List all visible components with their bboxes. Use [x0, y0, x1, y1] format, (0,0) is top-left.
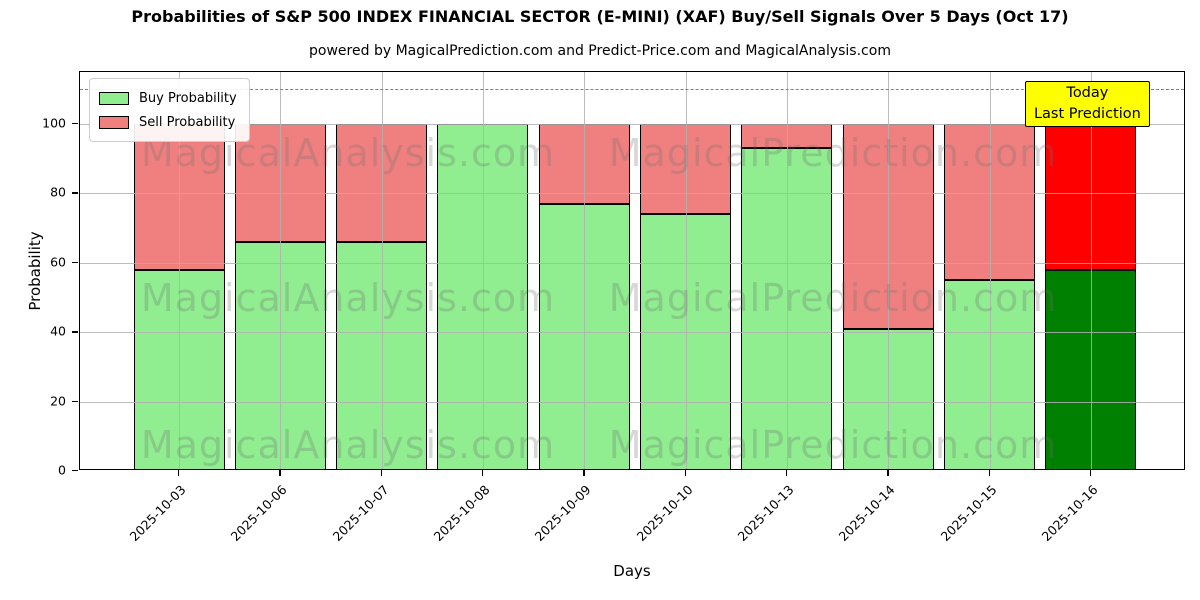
x-tick-mark: [481, 470, 484, 476]
buy-legend-label: Buy Probability: [139, 90, 237, 106]
x-axis-label: Days: [613, 562, 651, 580]
x-tick-mark: [583, 470, 585, 476]
watermark-text: MagicalPrediction.com: [608, 276, 1058, 320]
y-tick-mark: [72, 331, 78, 333]
threshold-dashed-line: [80, 89, 1184, 91]
x-tick-mark: [988, 470, 990, 476]
buy-legend-swatch: [99, 91, 129, 105]
y-tick-label: 100: [42, 115, 66, 131]
x-tick-mark: [1089, 470, 1092, 476]
x-tick-mark: [887, 470, 889, 476]
y-tick-label: 0: [58, 462, 66, 478]
v-gridline: [786, 72, 788, 469]
y-tick-label: 20: [50, 393, 66, 409]
x-tick-mark: [178, 470, 180, 476]
v-gridline: [381, 72, 383, 469]
chart-subtitle: powered by MagicalPrediction.com and Pre…: [309, 43, 891, 59]
y-axis-label: Probability: [26, 231, 44, 311]
y-tick-mark: [72, 470, 78, 472]
legend-row-sell: Sell Probability: [99, 110, 237, 134]
h-gridline: [80, 124, 1184, 126]
x-tick-mark: [380, 470, 382, 476]
h-gridline: [80, 332, 1184, 334]
today-annotation: Today Last Prediction: [1024, 81, 1150, 127]
y-tick-label: 80: [50, 184, 66, 200]
v-gridline: [179, 72, 180, 469]
v-gridline: [1090, 72, 1092, 469]
legend-row-buy: Buy Probability: [99, 86, 237, 110]
v-gridline: [482, 72, 484, 469]
y-tick-label: 60: [50, 254, 66, 270]
v-gridline: [685, 72, 687, 469]
v-gridline: [989, 72, 991, 469]
y-tick-mark: [72, 400, 78, 402]
sell-legend-label: Sell Probability: [139, 114, 236, 130]
sell-legend-swatch: [99, 115, 129, 129]
watermark-text: MagicalPrediction.com: [608, 131, 1058, 175]
h-gridline: [80, 401, 1184, 403]
x-tick-mark: [785, 470, 788, 476]
h-gridline: [80, 262, 1184, 264]
y-tick-label: 40: [50, 323, 66, 339]
annotation-line1: Today: [1066, 85, 1109, 101]
y-tick-mark: [72, 261, 78, 264]
v-gridline: [584, 72, 586, 469]
y-tick-mark: [72, 192, 78, 194]
watermark-text: MagicalAnalysis.com: [140, 276, 556, 320]
chart-title: Probabilities of S&P 500 INDEX FINANCIAL…: [131, 7, 1069, 26]
x-tick-mark: [279, 470, 281, 476]
legend: Buy Probability Sell Probability: [89, 78, 250, 142]
v-gridline: [888, 72, 890, 469]
watermark-text: MagicalPrediction.com: [608, 423, 1058, 467]
h-gridline: [80, 193, 1184, 195]
annotation-line2: Last Prediction: [1033, 106, 1141, 122]
plot-area: MagicalAnalysis.com MagicalPrediction.com…: [79, 71, 1185, 470]
v-gridline: [280, 72, 282, 469]
y-tick-mark: [72, 123, 78, 125]
x-tick-mark: [684, 470, 686, 476]
watermark-text: MagicalAnalysis.com: [140, 423, 556, 467]
